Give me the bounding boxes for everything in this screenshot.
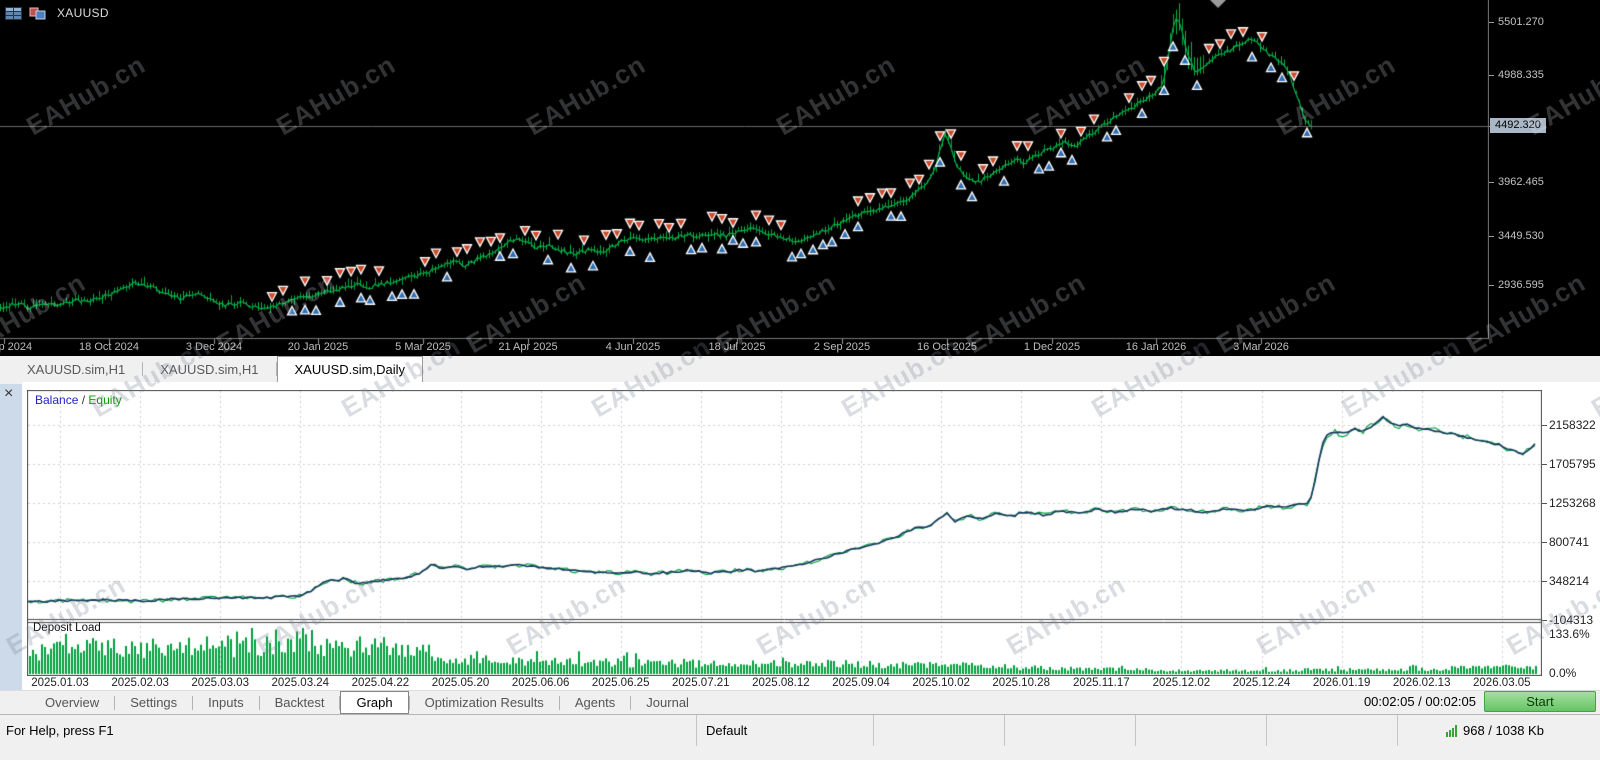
- legend-balance: Balance: [35, 393, 79, 407]
- date-label: 18 Jul 2025: [708, 341, 766, 353]
- price-tick: [1489, 236, 1494, 237]
- strategy-tester-sidebar: × Strategy Tester: [0, 384, 22, 713]
- tab-separator: [630, 695, 632, 710]
- tab-separator: [558, 695, 560, 710]
- tester-tab-backtest[interactable]: Backtest: [274, 695, 325, 710]
- balance-tick: [1542, 620, 1547, 621]
- status-cell-5: [1267, 715, 1398, 746]
- tester-tab-inputs[interactable]: Inputs: [208, 695, 244, 710]
- current-price-label: 4492.320: [1490, 118, 1546, 133]
- price-tick: [1489, 22, 1494, 23]
- deposit-load-label: Deposit Load: [33, 622, 101, 634]
- date-label: 21 Apr 2025: [498, 341, 558, 353]
- status-cell-3: [1005, 715, 1136, 746]
- date-label: 4 Sep 2024: [0, 341, 33, 353]
- price-chart-canvas[interactable]: [0, 0, 1489, 356]
- price-axis: 5501.270 4988.335 4492.320 3962.465 3449.530…: [1489, 0, 1600, 356]
- balance-tick: [1542, 542, 1547, 543]
- balance-label: 2158322: [1549, 418, 1596, 432]
- date-label: 1 Dec 2025: [1023, 341, 1081, 353]
- balance-label: 348214: [1549, 574, 1590, 588]
- start-button[interactable]: Start: [1484, 691, 1596, 712]
- tester-tab-bar: Overview Settings Inputs Backtest Graph Optim…: [0, 690, 1600, 714]
- tab-separator: [114, 695, 116, 710]
- price-label: 3449.530: [1498, 230, 1544, 242]
- deposit-max-label: 133.6%: [1549, 627, 1590, 641]
- chart-tab-bar: XAUUSD.sim,H1 XAUUSD.sim,H1 XAUUSD.sim,Dai…: [0, 356, 1600, 382]
- price-label: 5501.270: [1498, 16, 1544, 28]
- price-label: 4988.335: [1498, 69, 1544, 81]
- chart-tab-1[interactable]: XAUUSD.sim,H1: [160, 361, 259, 377]
- date-label: 16 Jan 2026: [1125, 341, 1187, 353]
- date-label: 20 Jan 2025: [287, 341, 349, 353]
- memory-usage-label: 968 / 1038 Kb: [1463, 723, 1544, 738]
- tab-separator: [192, 695, 194, 710]
- tester-tab-journal[interactable]: Journal: [646, 695, 689, 710]
- chart-toolbar: XAUUSD: [5, 6, 109, 20]
- status-cell-2: [874, 715, 1005, 746]
- balance-tick: [1542, 464, 1547, 465]
- price-label: 2936.595: [1498, 279, 1544, 291]
- report-icon[interactable]: [5, 6, 22, 20]
- graph-legend: Balance / Equity: [35, 393, 122, 407]
- status-bar: For Help, press F1 Default 968 / 1038 Kb: [0, 714, 1600, 760]
- status-memory: 968 / 1038 Kb: [1398, 715, 1600, 746]
- tab-separator: [142, 362, 144, 376]
- chart-tab-0[interactable]: XAUUSD.sim,H1: [27, 361, 126, 377]
- deposit-min-label: 0.0%: [1549, 666, 1577, 680]
- price-tick: [1489, 285, 1494, 286]
- date-label: 3 Dec 2024: [185, 341, 243, 353]
- balance-equity-graph-canvas[interactable]: [27, 390, 1542, 676]
- tab-separator: [339, 695, 341, 710]
- balance-tick: [1542, 425, 1547, 426]
- balance-tick: [1542, 581, 1547, 582]
- balance-tick: [1542, 503, 1547, 504]
- memory-bars-icon: [1446, 724, 1457, 737]
- date-label: 3 Mar 2026: [1233, 341, 1289, 353]
- tester-tab-overview[interactable]: Overview: [45, 695, 100, 710]
- balance-label: 1705795: [1549, 457, 1596, 471]
- tester-tab-graph[interactable]: Graph: [340, 691, 409, 714]
- price-label: 3962.465: [1498, 176, 1544, 188]
- price-tick: [1489, 182, 1494, 183]
- date-label: 16 Oct 2025: [917, 341, 977, 353]
- status-bar-row: For Help, press F1 Default 968 / 1038 Kb: [0, 715, 1600, 746]
- tester-tab-optimization-results[interactable]: Optimization Results: [424, 695, 544, 710]
- status-profile: Default: [697, 715, 874, 746]
- balance-axis: 2158322 1705795 1253268 800741 348214 -104313: [1542, 0, 1600, 760]
- balance-label: 1253268: [1549, 496, 1596, 510]
- balance-label: -104313: [1549, 613, 1594, 627]
- date-axis: 4 Sep 2024 18 Oct 2024 3 Dec 2024 20 Jan 20…: [0, 0, 1489, 356]
- tester-tab-settings[interactable]: Settings: [130, 695, 178, 710]
- chart-symbol-label: XAUUSD: [57, 6, 109, 20]
- date-label: 2 Sep 2025: [813, 341, 871, 353]
- status-help: For Help, press F1: [0, 715, 697, 746]
- close-icon[interactable]: ×: [4, 385, 14, 402]
- date-label: 4 Jun 2025: [605, 341, 661, 353]
- status-cell-4: [1136, 715, 1267, 746]
- legend-equity: Equity: [88, 393, 122, 407]
- price-chart-pane[interactable]: XAUUSD 5501.270 4988.335 4492.320 3962.465 3…: [0, 0, 1600, 356]
- price-tick: [1489, 75, 1494, 76]
- tester-elapsed-time: 00:02:05 / 00:02:05: [1363, 694, 1476, 709]
- balance-label: 800741: [1549, 535, 1590, 549]
- date-label: 5 Mar 2025: [395, 341, 451, 353]
- legend-separator: /: [78, 393, 89, 407]
- tester-tab-agents[interactable]: Agents: [574, 695, 616, 710]
- tab-separator: [275, 362, 277, 376]
- chart-tab-2[interactable]: XAUUSD.sim,Daily: [276, 356, 424, 382]
- chart-icon[interactable]: [29, 7, 46, 20]
- date-label: 18 Oct 2024: [79, 341, 139, 353]
- tab-separator: [258, 695, 260, 710]
- tab-separator: [408, 695, 410, 710]
